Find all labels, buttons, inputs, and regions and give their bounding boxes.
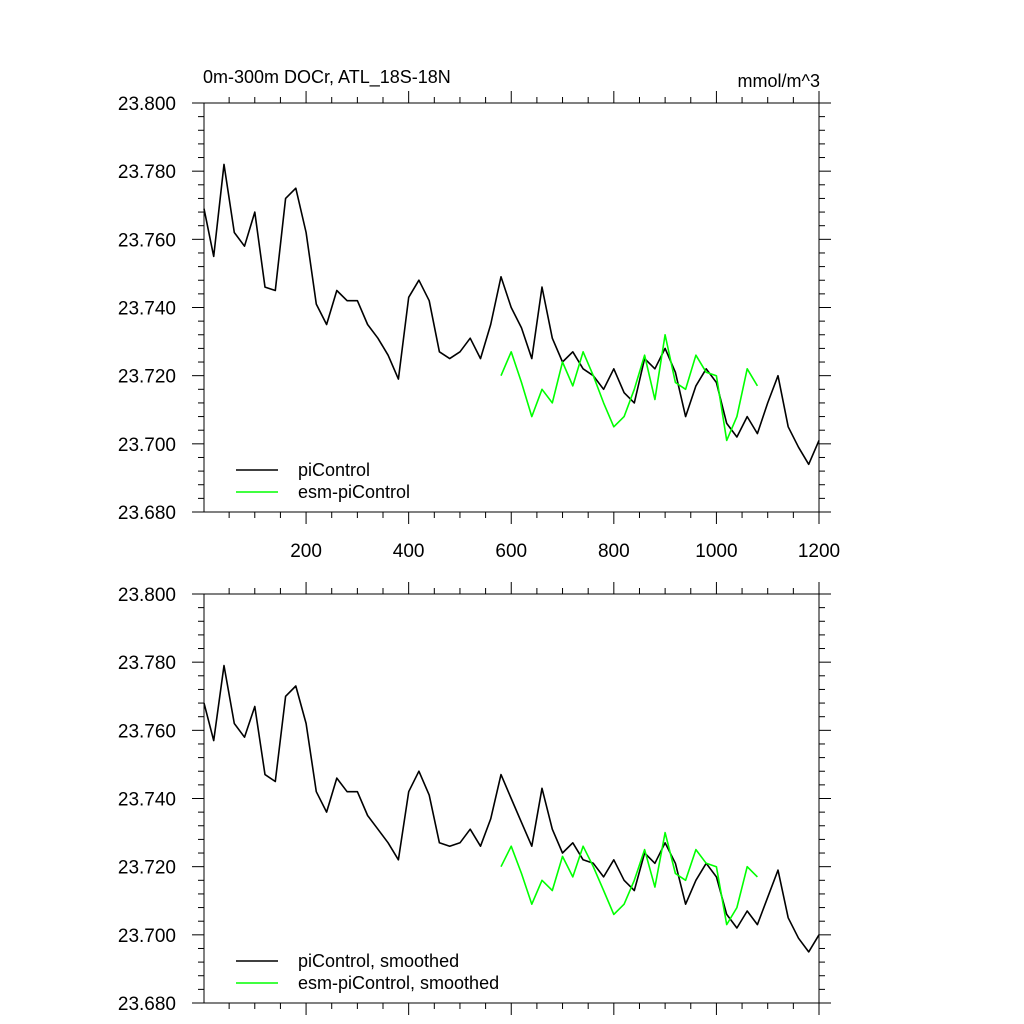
y-tick-label: 23.680 — [118, 503, 176, 524]
series-line-1 — [500, 831, 758, 926]
y-tick-label: 23.720 — [118, 858, 176, 879]
series-line-0 — [203, 163, 820, 466]
y-tick-label: 23.800 — [118, 94, 176, 115]
y-tick-label: 23.760 — [118, 721, 176, 742]
legend-label-0: piControl — [298, 460, 370, 480]
top-panel: 0m-300m DOCr, ATL_18S-18N mmol/m^3 23.68… — [118, 67, 840, 562]
x-tick-label: 400 — [393, 541, 425, 562]
x-tick-label: 1200 — [798, 541, 840, 562]
bottom-panel: 23.680 23.700 23.720 23.740 23.760 23.780 23.8… — [118, 582, 831, 1015]
series-line-1 — [500, 334, 759, 442]
y-tick-label: 23.720 — [118, 367, 176, 388]
y-tick-label: 23.700 — [118, 926, 176, 947]
x-tick-label: 600 — [495, 541, 527, 562]
x-tick-label: 800 — [598, 541, 630, 562]
x-tick-label: 1000 — [695, 541, 737, 562]
units-label: mmol/m^3 — [738, 71, 820, 91]
y-tick-label: 23.740 — [118, 790, 176, 811]
legend-label-1: esm-piControl, smoothed — [298, 973, 499, 993]
chart-title: 0m-300m DOCr, ATL_18S-18N — [203, 67, 451, 88]
legend-label-0: piControl, smoothed — [298, 951, 459, 971]
y-tick-label: 23.700 — [118, 435, 176, 456]
y-tick-label: 23.760 — [118, 230, 176, 251]
y-tick-label: 23.780 — [118, 162, 176, 183]
x-tick-label: 200 — [290, 541, 322, 562]
y-tick-label: 23.680 — [118, 994, 176, 1015]
legend-label-1: esm-piControl — [298, 482, 410, 502]
series-line-0 — [203, 664, 820, 953]
y-tick-label: 23.740 — [118, 299, 176, 320]
y-tick-label: 23.800 — [118, 585, 176, 606]
y-tick-label: 23.780 — [118, 653, 176, 674]
